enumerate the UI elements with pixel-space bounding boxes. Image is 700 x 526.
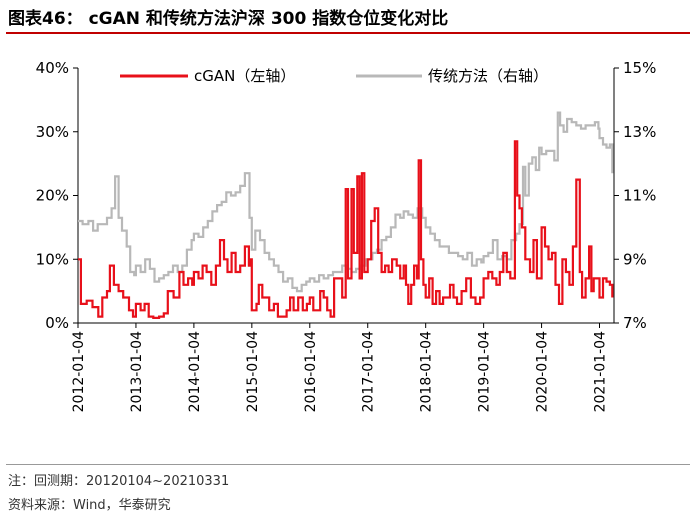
position-comparison-chart: cGAN（左轴） 传统方法（右轴） 0% 10% 20% 30% 40% 7% 9% 11% 1… xyxy=(36,59,657,412)
right-tick-label: 15% xyxy=(623,59,656,77)
x-tick-label: 2015-01-04 xyxy=(245,331,261,412)
right-tick-label: 7% xyxy=(623,314,647,332)
right-tick-label: 9% xyxy=(623,250,647,268)
left-tick-label: 30% xyxy=(36,123,69,141)
series-line-traditional xyxy=(78,111,614,293)
x-tick-label: 2014-01-04 xyxy=(187,331,203,412)
figure-title: 图表46： cGAN 和传统方法沪深 300 指数仓位变化对比 xyxy=(8,9,449,29)
left-tick-label: 0% xyxy=(45,314,69,332)
legend: cGAN（左轴） 传统方法（右轴） xyxy=(120,67,548,85)
footer-divider xyxy=(6,464,690,465)
left-tick-label: 10% xyxy=(36,250,69,268)
x-tick-label: 2020-01-04 xyxy=(535,331,551,412)
x-tick-label: 2016-01-04 xyxy=(303,331,319,412)
series-line-cgan xyxy=(78,140,614,319)
backtest-note: 注：回测期：20120104~20210331 xyxy=(8,474,230,489)
legend-label-traditional: 传统方法（右轴） xyxy=(428,67,548,85)
legend-label-cgan: cGAN（左轴） xyxy=(194,67,295,85)
right-tick-label: 13% xyxy=(623,123,656,141)
title-divider xyxy=(6,32,690,34)
x-tick-label: 2013-01-04 xyxy=(129,331,145,412)
data-source: 资料来源：Wind，华泰研究 xyxy=(8,498,171,513)
x-tick-label: 2018-01-04 xyxy=(419,331,435,412)
x-tick-label: 2012-01-04 xyxy=(71,331,87,412)
right-tick-label: 11% xyxy=(623,187,656,205)
x-tick-label: 2019-01-04 xyxy=(477,331,493,412)
x-tick-label: 2017-01-04 xyxy=(361,331,377,412)
left-tick-label: 40% xyxy=(36,59,69,77)
left-tick-label: 20% xyxy=(36,187,69,205)
x-tick-label: 2021-01-04 xyxy=(593,331,609,412)
